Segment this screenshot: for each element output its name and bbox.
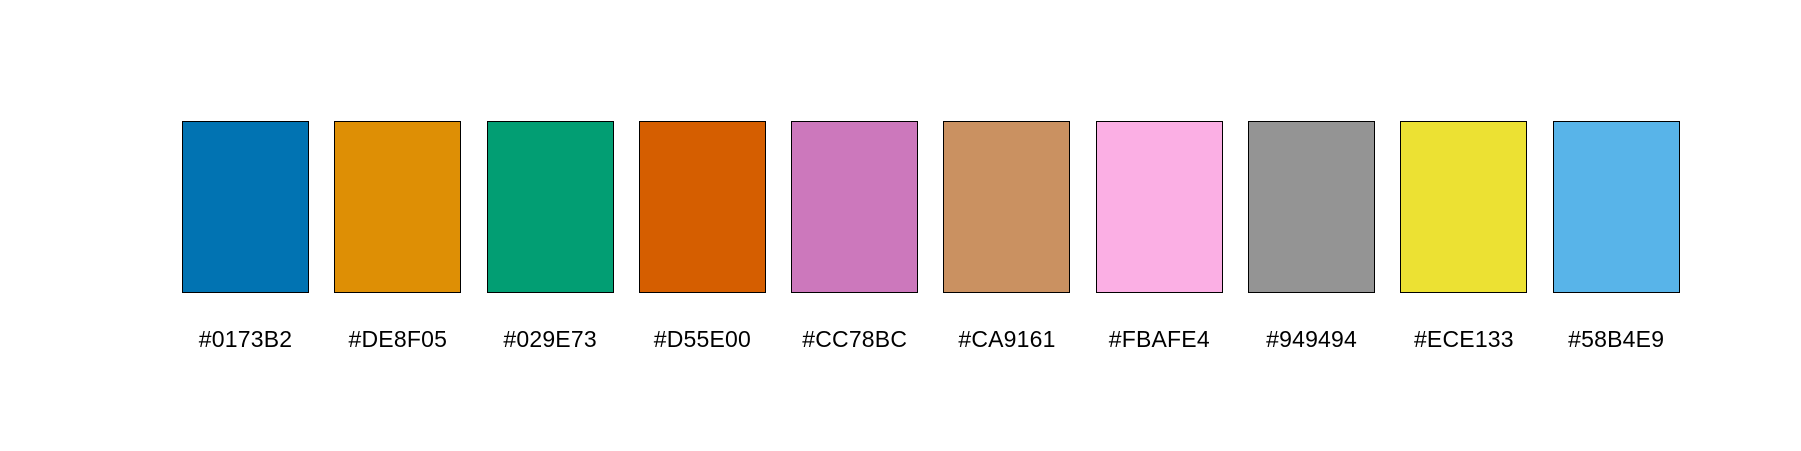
swatch-hex-label: #58B4E9 xyxy=(1568,326,1665,352)
color-swatch xyxy=(943,121,1071,293)
swatch-hex-label: #DE8F05 xyxy=(348,326,448,352)
swatch-hex-label: #0173B2 xyxy=(198,326,293,352)
swatch-item: #0173B2 xyxy=(182,121,309,353)
swatch-hex-label: #949494 xyxy=(1266,326,1358,352)
swatch-item: #D55E00 xyxy=(638,121,766,353)
color-swatch xyxy=(486,121,614,293)
swatch-item: #CC78BC xyxy=(791,121,919,353)
color-swatch xyxy=(791,121,919,293)
swatch-hex-label: #CA9161 xyxy=(958,326,1056,352)
color-swatch xyxy=(182,121,309,293)
swatch-hex-label: #D55E00 xyxy=(653,326,752,352)
swatch-hex-label: #CC78BC xyxy=(802,326,908,352)
swatch-item: #CA9161 xyxy=(943,121,1071,353)
swatch-item: #FBAFE4 xyxy=(1095,121,1223,353)
swatch-hex-label: #029E73 xyxy=(503,326,597,352)
swatch-item: #58B4E9 xyxy=(1552,121,1680,353)
color-swatch xyxy=(1248,121,1376,293)
swatch-item: #029E73 xyxy=(486,121,614,353)
swatch-item: #ECE133 xyxy=(1400,121,1528,353)
swatch-item: #949494 xyxy=(1248,121,1376,353)
color-swatch xyxy=(1552,121,1680,293)
swatch-item: #DE8F05 xyxy=(334,121,462,353)
swatch-hex-label: #ECE133 xyxy=(1413,326,1514,352)
color-swatch xyxy=(1400,121,1528,293)
color-swatch xyxy=(638,121,766,293)
swatch-hex-label: #FBAFE4 xyxy=(1108,326,1210,352)
color-palette: #0173B2 #DE8F05 #029E73 #D55E00 #CC78BC … xyxy=(182,121,1680,353)
color-swatch xyxy=(1095,121,1223,293)
color-swatch xyxy=(334,121,462,293)
